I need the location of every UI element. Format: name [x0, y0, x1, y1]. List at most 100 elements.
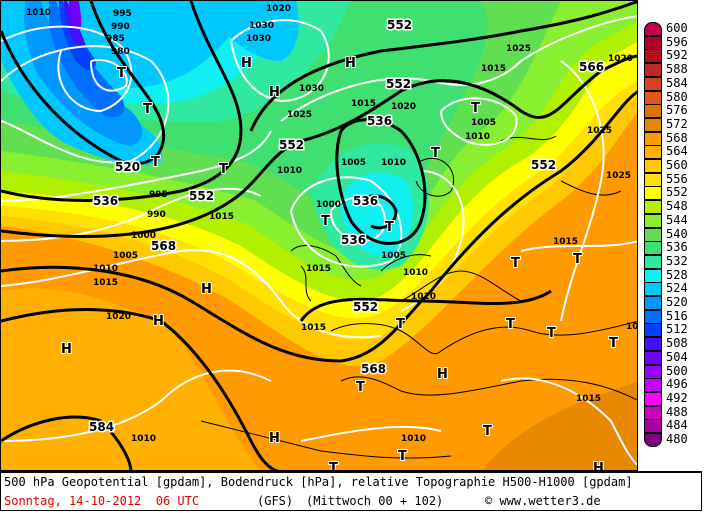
legend-label: 528 [666, 267, 688, 282]
low-pressure-marker: T [511, 256, 520, 271]
isobar-label: 1000 [131, 231, 156, 241]
isobar-label: 1010 [131, 434, 156, 444]
legend-swatch [644, 323, 662, 338]
isobar-label: 995 [149, 190, 168, 200]
isobar-label: 1000 [316, 200, 341, 210]
isobar-label: 1020 [608, 54, 633, 64]
legend-label: 524 [666, 281, 688, 296]
isobar-label: 1010 [26, 8, 51, 18]
legend-label: 496 [666, 377, 688, 392]
low-pressure-marker: T [506, 317, 515, 332]
high-pressure-marker: H [269, 85, 280, 100]
legend-swatch [644, 145, 662, 160]
legend-label: 596 [666, 34, 688, 49]
geopotential-label: 552 [531, 158, 556, 172]
legend-label: 492 [666, 390, 688, 405]
legend-swatch [644, 22, 662, 36]
caption-forecast: (Mittwoch 00 + 102) [306, 494, 444, 508]
isobar-label: 1030 [246, 34, 271, 44]
legend-label: 576 [666, 103, 688, 118]
isobar-label: 1010 [411, 292, 436, 302]
legend-swatch [644, 433, 662, 447]
legend-label: 584 [666, 75, 688, 90]
legend-entry: 600 [641, 22, 704, 36]
geopotential-label: 536 [341, 233, 366, 247]
low-pressure-marker: T [483, 424, 492, 439]
isobar-label: 1030 [299, 84, 324, 94]
isobar-label: 1020 [106, 312, 131, 322]
legend-entry: 568 [641, 131, 704, 146]
low-pressure-marker: T [398, 449, 407, 464]
legend-label: 540 [666, 226, 688, 241]
isobar-label: 1005 [381, 251, 406, 261]
low-pressure-marker: T [329, 461, 338, 471]
legend-swatch [644, 131, 662, 146]
isobar-label: 1015 [209, 212, 234, 222]
map-caption: 500 hPa Geopotential [gpdam], Bodendruck… [0, 471, 702, 511]
low-pressure-marker: T [385, 220, 394, 235]
legend-entry: 508 [641, 337, 704, 352]
isobar-label: 1010 [403, 268, 428, 278]
legend-entry: 488 [641, 405, 704, 420]
legend-label: 556 [666, 171, 688, 186]
isobar-label: 995 [113, 9, 132, 19]
legend-swatch [644, 104, 662, 119]
legend-swatch [644, 419, 662, 434]
geopotential-label: 536 [93, 194, 118, 208]
geopotential-label: 552 [189, 189, 214, 203]
isobar-label: 1005 [113, 251, 138, 261]
geopotential-label: 552 [353, 300, 378, 314]
caption-copyright: © www.wetter3.de [485, 494, 601, 508]
isobar-label: 1010 [381, 158, 406, 168]
legend-swatch [644, 200, 662, 215]
legend-swatch [644, 76, 662, 91]
isobar-label: 1010 [401, 434, 426, 444]
isobar-label: 1015 [576, 394, 601, 404]
legend-entry: 560 [641, 159, 704, 173]
isobar-label: 1030 [249, 21, 274, 31]
legend-label: 592 [666, 48, 688, 63]
legend-swatch [644, 172, 662, 187]
legend-swatch [644, 350, 662, 365]
legend-label: 588 [666, 62, 688, 77]
legend-entry: 520 [641, 296, 704, 310]
isobar-label: 1015 [301, 323, 326, 333]
legend-label: 504 [666, 349, 688, 364]
legend-entry: 500 [641, 364, 704, 379]
legend-label: 600 [666, 21, 688, 35]
legend-entry: 592 [641, 48, 704, 64]
legend-entry: 528 [641, 267, 704, 283]
geopotential-label: 552 [386, 77, 411, 91]
legend-swatch [644, 364, 662, 379]
legend-label: 560 [666, 158, 688, 172]
legend-swatch [644, 35, 662, 50]
legend-entry: 576 [641, 103, 704, 119]
color-legend: 600 596 592 588 584 580 576 572 568 564 560 556 552 5… [641, 22, 704, 462]
isobar-label: 1015 [351, 99, 376, 109]
isobar-label: 1010 [277, 166, 302, 176]
legend-swatch [644, 186, 662, 201]
geopotential-label: 568 [151, 239, 176, 253]
legend-entry: 556 [641, 171, 704, 187]
low-pressure-marker: T [431, 146, 440, 161]
caption-title: 500 hPa Geopotential [gpdam], Bodendruck… [4, 475, 633, 489]
low-pressure-marker: T [117, 66, 126, 81]
legend-label: 544 [666, 212, 688, 227]
legend-label: 548 [666, 199, 688, 214]
legend-swatch [644, 49, 662, 64]
isobar-label: 1020 [391, 102, 416, 112]
legend-swatch [644, 378, 662, 393]
isobar-label: 985 [106, 34, 125, 44]
low-pressure-marker: T [396, 317, 405, 332]
high-pressure-marker: H [437, 367, 448, 382]
isobar-label: 1025 [587, 126, 612, 136]
weather-map: 552 552 566 552 536 552 520 536 552 568 536 536 552 5… [0, 0, 638, 471]
legend-label: 572 [666, 116, 688, 131]
isobar-label: 990 [147, 210, 166, 220]
isobar-label: 990 [111, 22, 130, 32]
legend-swatch [644, 282, 662, 297]
geopotential-label: 568 [361, 362, 386, 376]
caption-date: Sonntag, 14-10-2012 06 UTC [4, 494, 200, 508]
isobar-label: 980 [111, 47, 130, 57]
low-pressure-marker: T [356, 380, 365, 395]
